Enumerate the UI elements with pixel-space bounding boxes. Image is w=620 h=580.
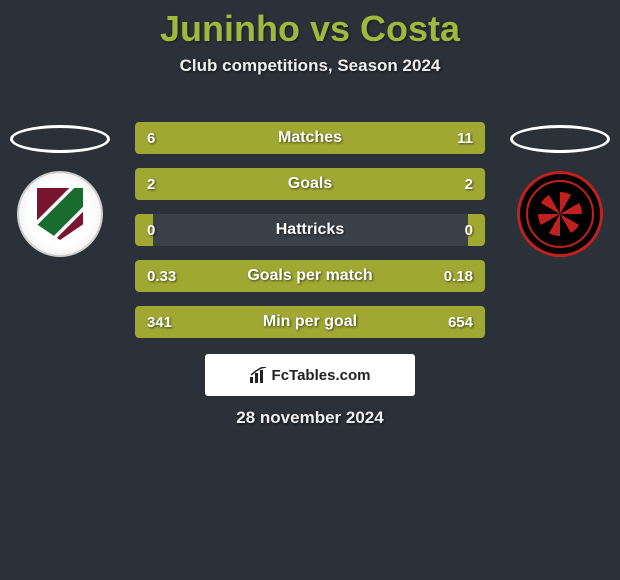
footer-date: 28 november 2024 [0,408,620,428]
brand-label: FcTables.com [272,367,371,384]
stat-row-min-per-goal: 341 Min per goal 654 [135,306,485,338]
stat-value-right: 654 [448,314,473,331]
team-right-crest-inner [538,192,582,236]
stat-label: Goals per match [135,267,485,285]
stat-row-hattricks: 0 Hattricks 0 [135,214,485,246]
player-right-oval [510,125,610,153]
player-left-block [10,125,110,257]
stat-label: Min per goal [135,313,485,331]
stat-label: Goals [135,175,485,193]
page-title: Juninho vs Costa [0,0,620,50]
player-right-block [510,125,610,257]
stat-value-right: 0 [465,222,473,239]
stat-value-right: 11 [457,130,473,147]
stat-row-goals-per-match: 0.33 Goals per match 0.18 [135,260,485,292]
stat-value-right: 2 [465,176,473,193]
stat-row-matches: 6 Matches 11 [135,122,485,154]
page-subtitle: Club competitions, Season 2024 [0,56,620,76]
stat-row-goals: 2 Goals 2 [135,168,485,200]
team-right-crest [517,171,603,257]
team-left-crest-shield [37,188,83,240]
team-left-crest [17,171,103,257]
player-left-oval [10,125,110,153]
chart-icon [250,367,268,383]
stats-container: 6 Matches 11 2 Goals 2 0 Hattricks 0 0.3… [135,122,485,352]
stat-label: Hattricks [135,221,485,239]
stat-label: Matches [135,129,485,147]
brand-badge[interactable]: FcTables.com [205,354,415,396]
stat-value-right: 0.18 [444,268,473,285]
